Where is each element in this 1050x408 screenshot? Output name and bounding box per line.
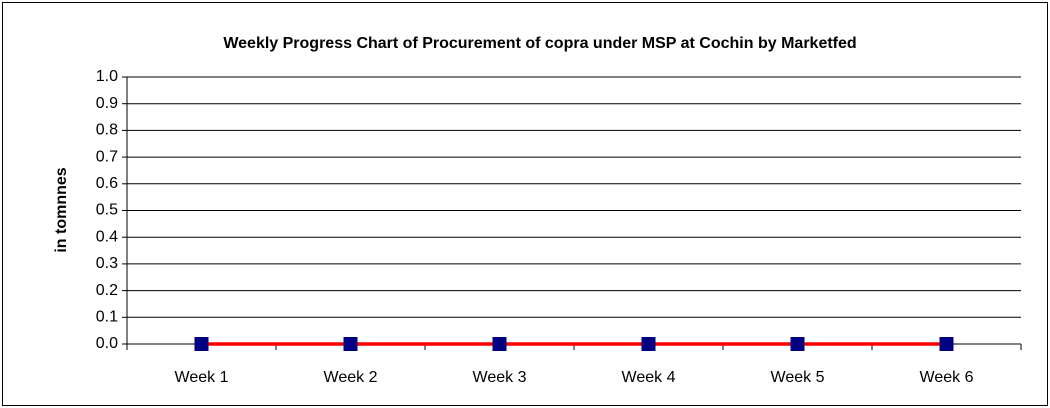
x-tick-label: Week 1	[175, 369, 229, 386]
y-tick-label: 0.9	[96, 95, 118, 112]
marker	[641, 337, 656, 351]
marker	[343, 337, 358, 351]
y-tick-label: 0.8	[96, 122, 118, 139]
y-tick-label: 1.0	[96, 68, 118, 85]
y-tick-label: 0.5	[96, 202, 118, 219]
x-tick-label: Week 4	[622, 369, 676, 386]
y-tick-label: 0.2	[96, 282, 118, 299]
marker	[194, 337, 209, 351]
marker	[939, 337, 954, 351]
y-tick-label: 0.7	[96, 148, 118, 165]
y-tick-label: 0.4	[96, 228, 118, 245]
x-tick-label: Week 5	[771, 369, 825, 386]
x-tick-label: Week 3	[473, 369, 527, 386]
y-tick-label: 0.0	[96, 335, 118, 352]
y-tick-label: 0.6	[96, 175, 118, 192]
x-tick-label: Week 6	[920, 369, 974, 386]
x-tick-label: Week 2	[324, 369, 378, 386]
marker	[492, 337, 507, 351]
marker	[790, 337, 805, 351]
y-tick-label: 0.1	[96, 309, 118, 326]
y-axis-label: in tomnnes	[53, 167, 70, 252]
chart-title: Weekly Progress Chart of Procurement of …	[223, 35, 857, 52]
y-tick-label: 0.3	[96, 255, 118, 272]
